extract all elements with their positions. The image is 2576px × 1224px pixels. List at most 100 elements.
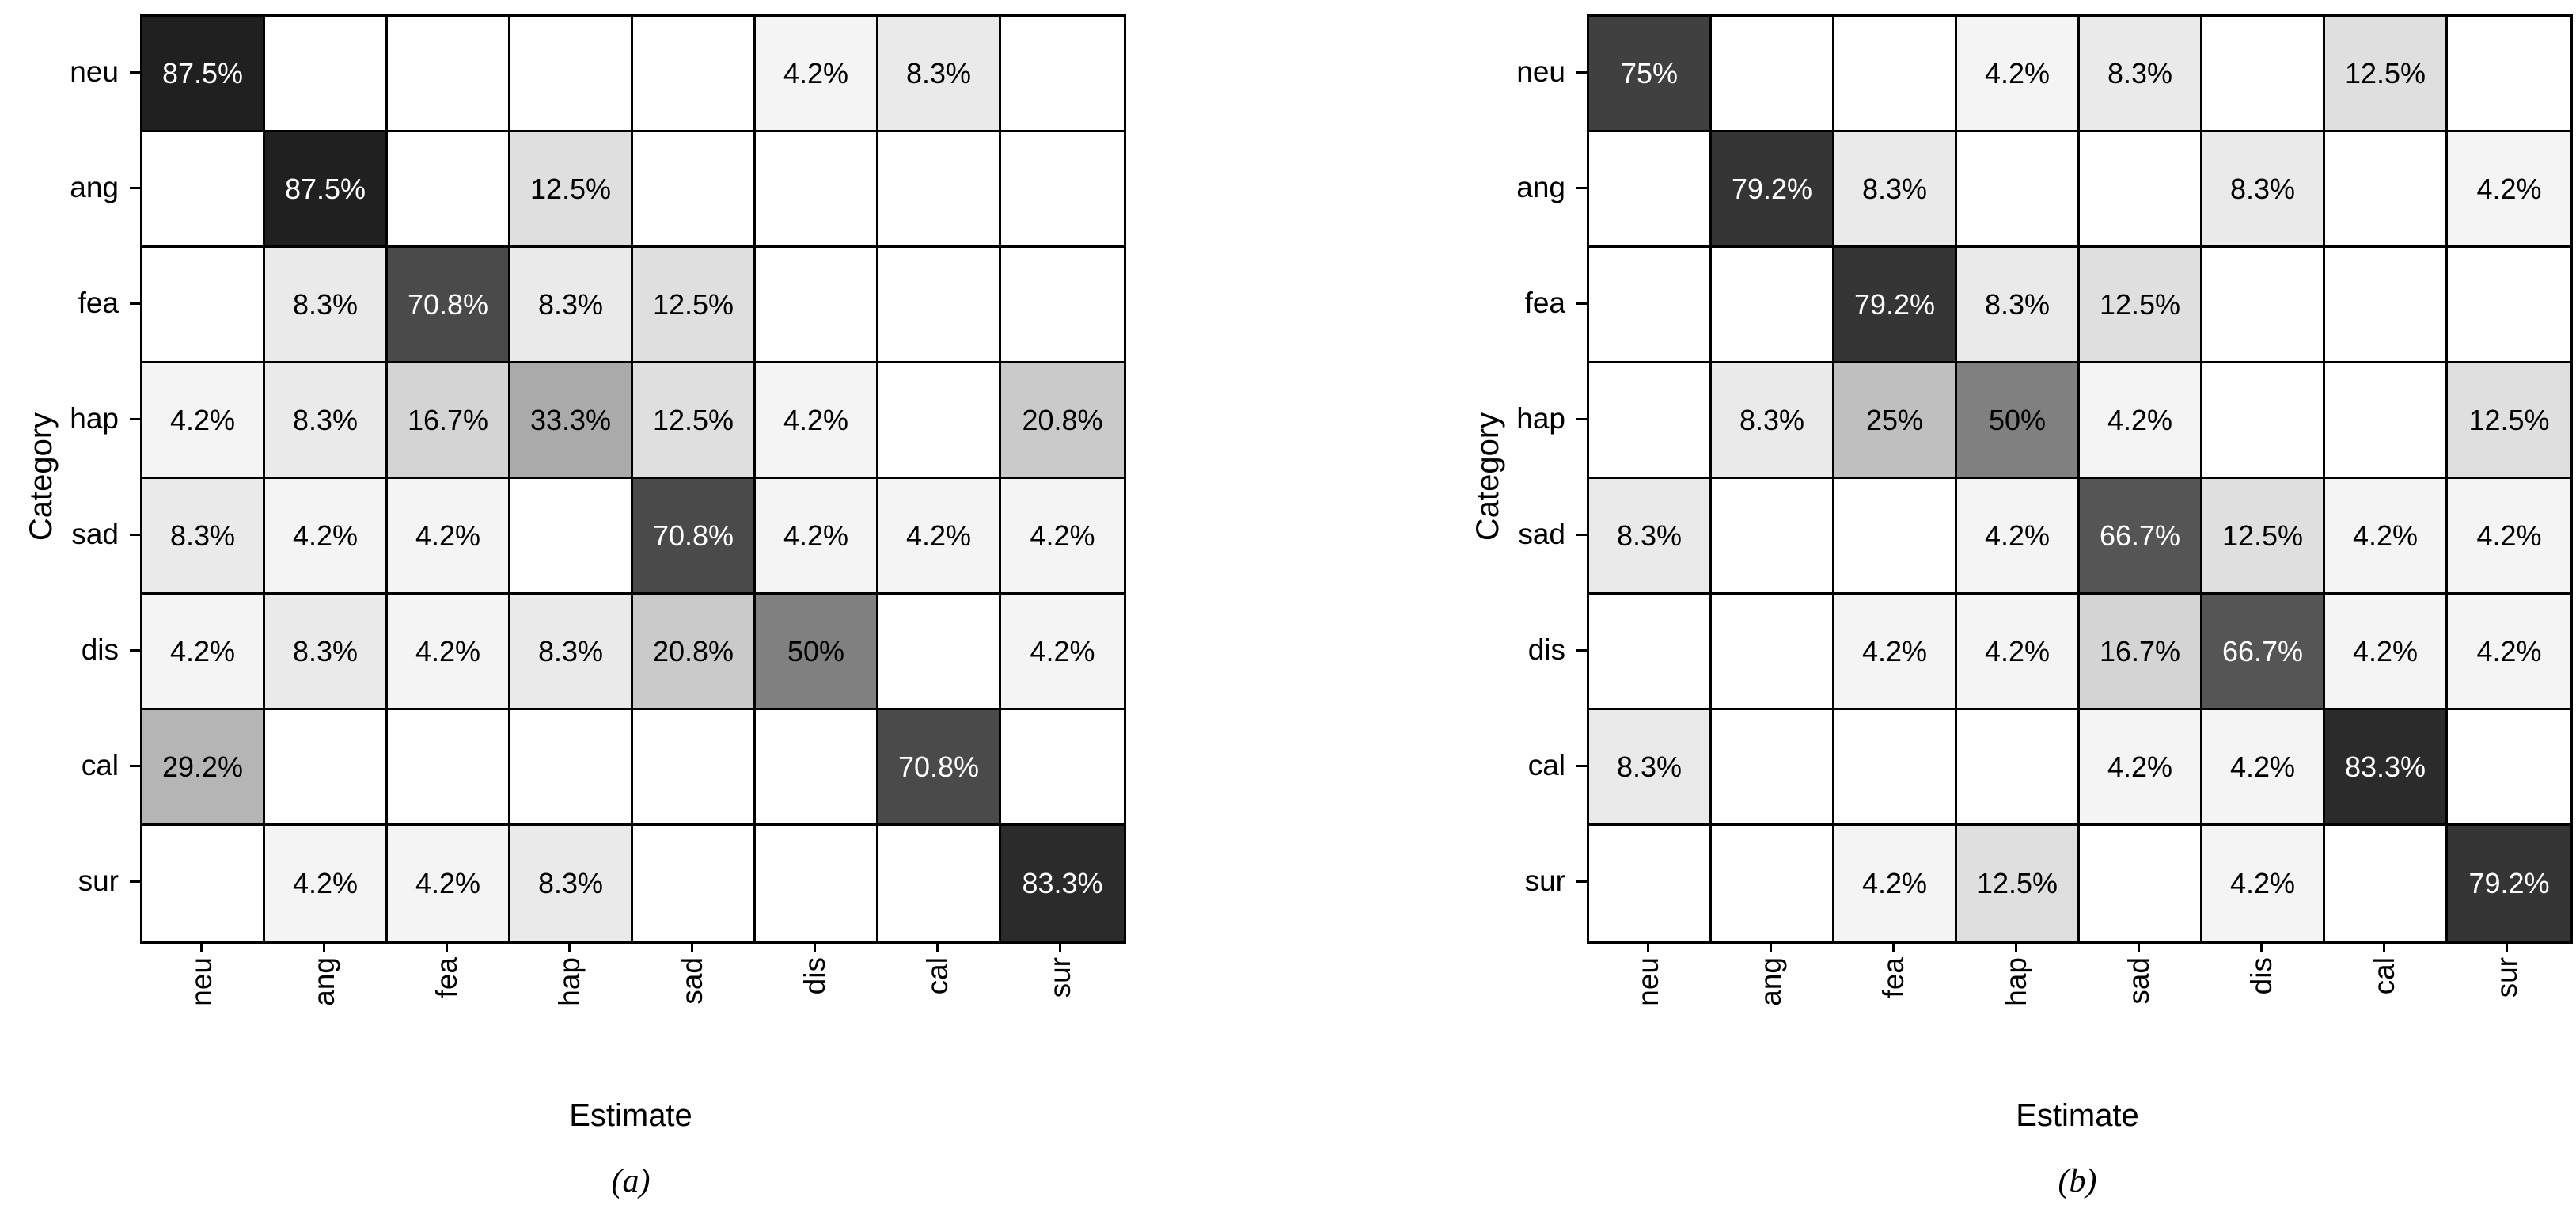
cell-sad-cal: 4.2% <box>2325 479 2448 595</box>
cell-cal-sur <box>1001 710 1124 826</box>
cell-dis-cal <box>878 595 1001 710</box>
cell-dis-cal: 4.2% <box>2325 595 2448 710</box>
cell-hap-sur: 12.5% <box>2448 363 2570 479</box>
x-tick <box>1770 941 1772 952</box>
cell-sur-ang <box>1712 826 1834 941</box>
cell-fea-hap: 8.3% <box>1957 248 2080 363</box>
y-tick-label-fea: fea <box>78 287 119 319</box>
cell-sad-ang <box>1712 479 1834 595</box>
cell-ang-hap: 12.5% <box>510 132 633 248</box>
cell-ang-sur: 4.2% <box>2448 132 2570 248</box>
cell-ang-sad <box>2080 132 2202 248</box>
cell-neu-ang <box>265 17 388 132</box>
x-tick <box>446 941 448 952</box>
panel-caption: (b) <box>2058 1163 2097 1199</box>
x-tick-label-neu: neu <box>184 957 218 1006</box>
cell-ang-sad <box>633 132 756 248</box>
cell-sur-fea: 4.2% <box>1834 826 1957 941</box>
cell-sur-dis: 4.2% <box>2202 826 2325 941</box>
cell-sad-hap: 4.2% <box>1957 479 2080 595</box>
cell-fea-dis <box>756 248 878 363</box>
y-tick-label-neu: neu <box>1516 55 1565 88</box>
cell-sad-dis: 4.2% <box>756 479 878 595</box>
cell-hap-ang: 8.3% <box>1712 363 1834 479</box>
cell-fea-sad: 12.5% <box>633 248 756 363</box>
cell-hap-sur: 20.8% <box>1001 363 1124 479</box>
heatmap-grid-a: 87.5% 4.2% 8.3% 87.5% 12.5% 8.3% 70.8% 8.3% 12.5… <box>140 14 1126 944</box>
cell-ang-dis: 8.3% <box>2202 132 2325 248</box>
cell-hap-hap: 50% <box>1957 363 2080 479</box>
cell-fea-hap: 8.3% <box>510 248 633 363</box>
cell-neu-dis <box>2202 17 2325 132</box>
cell-neu-hap <box>510 17 633 132</box>
x-tick-label-sur: sur <box>1043 957 1076 998</box>
x-tick <box>2260 941 2263 952</box>
cell-cal-hap <box>510 710 633 826</box>
cell-sad-sad: 70.8% <box>633 479 756 595</box>
cell-neu-neu: 75% <box>1589 17 1712 132</box>
x-tick <box>2506 941 2508 952</box>
cell-sad-ang: 4.2% <box>265 479 388 595</box>
y-tick <box>130 649 140 652</box>
y-tick-label-sur: sur <box>78 865 119 897</box>
cell-neu-ang <box>1712 17 1834 132</box>
cell-ang-ang: 79.2% <box>1712 132 1834 248</box>
x-tick <box>200 941 203 952</box>
cell-neu-cal: 12.5% <box>2325 17 2448 132</box>
cell-sad-neu: 8.3% <box>142 479 265 595</box>
cell-sur-hap: 12.5% <box>1957 826 2080 941</box>
cell-sur-sad <box>633 826 756 941</box>
cell-dis-sur: 4.2% <box>1001 595 1124 710</box>
cell-sad-fea <box>1834 479 1957 595</box>
x-tick <box>814 941 816 952</box>
cell-ang-fea <box>388 132 510 248</box>
cell-hap-fea: 16.7% <box>388 363 510 479</box>
cell-hap-ang: 8.3% <box>265 363 388 479</box>
cell-hap-cal <box>2325 363 2448 479</box>
cell-neu-dis: 4.2% <box>756 17 878 132</box>
cell-fea-sur <box>1001 248 1124 363</box>
y-tick <box>1576 765 1587 767</box>
cell-dis-hap: 8.3% <box>510 595 633 710</box>
cell-sur-dis <box>756 826 878 941</box>
cell-sur-ang: 4.2% <box>265 826 388 941</box>
y-tick <box>130 187 140 189</box>
cell-fea-neu <box>1589 248 1712 363</box>
cell-dis-dis: 50% <box>756 595 878 710</box>
x-tick-label-dis: dis <box>798 957 831 995</box>
cell-fea-fea: 79.2% <box>1834 248 1957 363</box>
x-tick-label-sad: sad <box>2122 957 2155 1005</box>
x-tick <box>691 941 693 952</box>
cell-sad-sad: 66.7% <box>2080 479 2202 595</box>
cell-sur-cal <box>878 826 1001 941</box>
cell-dis-hap: 4.2% <box>1957 595 2080 710</box>
cell-neu-sad: 8.3% <box>2080 17 2202 132</box>
cell-fea-sur <box>2448 248 2570 363</box>
cell-fea-ang <box>1712 248 1834 363</box>
y-tick <box>130 302 140 305</box>
cell-dis-dis: 66.7% <box>2202 595 2325 710</box>
y-tick <box>130 418 140 420</box>
cell-cal-sad: 4.2% <box>2080 710 2202 826</box>
x-tick-label-cal: cal <box>920 957 954 995</box>
cell-sad-fea: 4.2% <box>388 479 510 595</box>
y-tick <box>1576 649 1587 652</box>
y-tick-label-neu: neu <box>70 55 119 88</box>
x-tick-label-sad: sad <box>675 957 708 1005</box>
cell-fea-neu <box>142 248 265 363</box>
x-tick-label-fea: fea <box>430 957 463 998</box>
cell-hap-sad: 4.2% <box>2080 363 2202 479</box>
y-tick-label-ang: ang <box>1516 171 1565 203</box>
cell-sad-sur: 4.2% <box>2448 479 2570 595</box>
cell-fea-fea: 70.8% <box>388 248 510 363</box>
cell-dis-fea: 4.2% <box>1834 595 1957 710</box>
y-tick-label-sad: sad <box>71 518 119 550</box>
cell-hap-neu <box>1589 363 1712 479</box>
cell-fea-sad: 12.5% <box>2080 248 2202 363</box>
cell-cal-neu: 29.2% <box>142 710 265 826</box>
y-tick <box>1576 302 1587 305</box>
cell-cal-neu: 8.3% <box>1589 710 1712 826</box>
cell-dis-sad: 20.8% <box>633 595 756 710</box>
cell-cal-fea <box>388 710 510 826</box>
x-tick-label-sur: sur <box>2490 957 2523 998</box>
